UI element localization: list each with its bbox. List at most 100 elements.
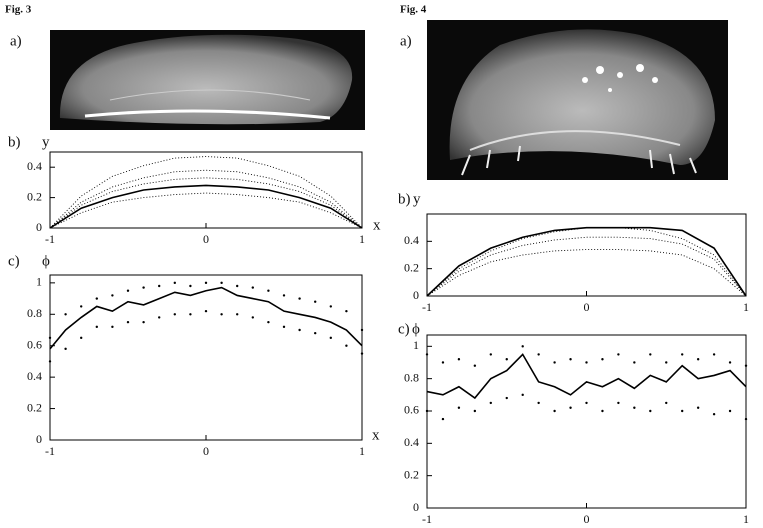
data-dot — [329, 336, 332, 340]
y-axis-label: y — [413, 191, 421, 207]
data-dot — [80, 305, 83, 308]
x-tick-label: 0 — [203, 232, 209, 246]
data-dot — [95, 297, 99, 300]
panel-label: c) — [8, 253, 20, 269]
data-dot — [633, 406, 636, 409]
data-dot — [585, 361, 588, 364]
x-tick-label: 1 — [359, 444, 365, 458]
data-dot — [681, 409, 684, 413]
y-tick-label: 0.4 — [404, 233, 419, 247]
data-dot — [158, 284, 161, 288]
y-axis-label: y — [42, 134, 50, 150]
x-tick-label: 0 — [203, 444, 209, 458]
y-tick-label: 0 — [413, 500, 419, 514]
y-tick-label: 0 — [36, 220, 42, 234]
data-dot — [48, 360, 52, 363]
panel-label: a) — [400, 33, 412, 49]
dotted-line — [426, 227, 747, 297]
y-tick-label: 0 — [36, 432, 42, 446]
panel-label: b) — [8, 134, 21, 150]
panel-label: a) — [10, 33, 22, 49]
data-dot — [80, 336, 83, 340]
data-dot — [601, 358, 604, 361]
data-dot — [537, 401, 540, 405]
data-line — [426, 353, 747, 400]
y-tick-label: 0.2 — [27, 400, 42, 414]
data-dot — [345, 309, 348, 313]
data-dot — [473, 409, 477, 413]
data-dot — [173, 281, 176, 285]
data-dot — [441, 361, 445, 364]
dotted-line — [49, 169, 363, 229]
data-dot — [251, 286, 254, 289]
y-tick-label: 0.2 — [404, 467, 419, 481]
data-line — [49, 286, 363, 350]
y-axis-label: ϕ — [412, 321, 420, 337]
data-dot — [425, 353, 429, 356]
data-dot — [220, 281, 223, 285]
x-axis-label: x — [372, 427, 380, 443]
data-dot — [505, 396, 508, 400]
dotted-line — [49, 156, 363, 229]
data-dot — [569, 358, 572, 361]
data-dot — [204, 309, 208, 313]
dotted-line — [426, 249, 747, 297]
x-tick-label: -1 — [45, 232, 55, 246]
data-dot — [425, 409, 429, 413]
data-dot — [111, 294, 114, 297]
data-dot — [696, 358, 700, 361]
data-dot — [329, 305, 332, 308]
data-dot — [744, 417, 748, 421]
plot-frame — [426, 334, 747, 509]
figure-label: Fig. 3 — [5, 4, 32, 16]
data-dot — [111, 325, 114, 329]
panel-label: b) — [398, 191, 411, 207]
y-tick-label: 1 — [413, 338, 419, 352]
data-dot — [282, 294, 286, 297]
data-dot — [473, 364, 477, 367]
data-dot — [521, 393, 524, 397]
x-tick-label: 0 — [584, 300, 590, 314]
y-tick-label: 0.2 — [27, 189, 42, 203]
data-dot — [158, 316, 161, 319]
data-dot — [204, 281, 208, 285]
y-axis-label: ϕ — [42, 253, 50, 269]
data-dot — [489, 401, 492, 405]
y-tick-label: 1 — [36, 275, 42, 289]
data-dot — [457, 406, 461, 409]
x-tick-label: 0 — [584, 512, 590, 526]
image-fig3a — [50, 30, 365, 130]
y-tick-label: 0.6 — [27, 337, 42, 351]
data-dot — [585, 401, 588, 405]
data-dot — [617, 401, 620, 405]
data-dot — [712, 413, 716, 416]
y-tick-label: 0.4 — [27, 159, 42, 173]
data-dot — [48, 336, 52, 340]
data-dot — [220, 313, 223, 316]
data-dot — [142, 286, 145, 289]
x-tick-label: -1 — [422, 512, 432, 526]
data-dot — [251, 316, 254, 319]
data-dot — [441, 417, 445, 421]
data-dot — [236, 313, 239, 316]
data-dot — [649, 353, 652, 356]
figure-label: Fig. 4 — [400, 4, 427, 16]
data-dot — [681, 353, 684, 356]
data-dot — [142, 320, 145, 324]
dotted-line — [49, 177, 363, 229]
data-dot — [696, 406, 700, 409]
data-dot — [173, 313, 176, 316]
data-dot — [95, 325, 99, 329]
data-line — [49, 184, 363, 229]
data-dot — [537, 353, 540, 356]
data-dot — [744, 364, 748, 367]
data-dot — [64, 313, 67, 316]
x-tick-label: 1 — [743, 512, 749, 526]
data-dot — [505, 358, 508, 361]
data-dot — [126, 320, 130, 324]
data-dot — [728, 361, 732, 364]
y-tick-label: 0.6 — [404, 403, 419, 417]
x-tick-label: 1 — [743, 300, 749, 314]
data-dot — [314, 331, 317, 335]
data-dot — [633, 361, 636, 364]
